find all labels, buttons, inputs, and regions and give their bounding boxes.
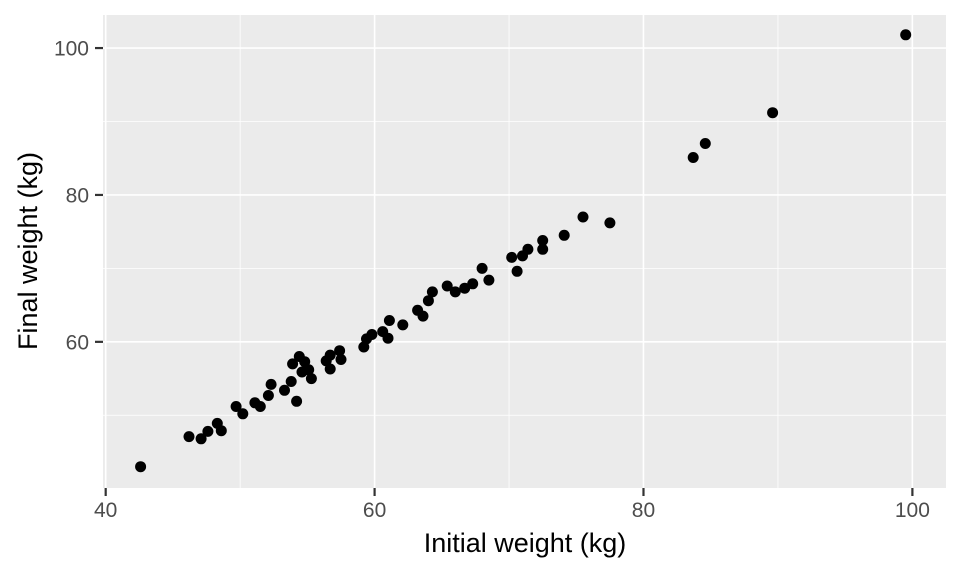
data-point [215, 425, 227, 437]
data-point [135, 461, 147, 473]
data-point [511, 265, 523, 277]
y-tick-label: 60 [66, 331, 89, 354]
data-point [324, 363, 336, 375]
grid-major [103, 15, 946, 488]
x-tick-label: 40 [94, 499, 117, 522]
data-point [604, 217, 616, 229]
x-axis-title: Initial weight (kg) [424, 528, 627, 558]
y-tick-label: 100 [54, 38, 89, 61]
data-point [467, 278, 479, 290]
data-point [558, 229, 570, 241]
data-point [397, 319, 409, 331]
y-tick-label: 80 [66, 184, 89, 207]
data-point [287, 358, 299, 370]
data-point [900, 29, 912, 41]
data-points [135, 29, 912, 473]
data-point [506, 251, 518, 263]
data-point [522, 243, 534, 255]
x-tick-label: 80 [632, 499, 655, 522]
data-point [305, 373, 317, 385]
data-point [303, 364, 315, 376]
data-point [422, 295, 434, 307]
data-point [262, 390, 274, 401]
data-point [459, 282, 471, 294]
data-point [417, 310, 429, 322]
data-point [537, 243, 549, 255]
data-point [366, 329, 378, 340]
data-point [324, 349, 336, 361]
data-point [254, 401, 266, 412]
data-point [383, 315, 395, 326]
x-axis-tick-labels: 40 60 80 100 [94, 499, 930, 522]
data-point [202, 425, 214, 437]
data-point [449, 286, 461, 298]
data-point [237, 408, 249, 420]
data-point [334, 345, 346, 357]
data-point [195, 433, 207, 445]
data-point [335, 354, 347, 365]
data-point [537, 235, 549, 246]
data-point [230, 401, 242, 412]
data-point [699, 138, 711, 149]
data-point [426, 286, 438, 298]
data-point [441, 280, 453, 292]
x-tick-label: 100 [895, 499, 930, 522]
x-tick-label: 60 [363, 499, 386, 522]
data-point [382, 332, 394, 344]
data-point [265, 378, 277, 390]
y-axis-tick-labels: 60 80 100 [54, 38, 89, 355]
axis-tick-marks [95, 46, 914, 496]
data-point [183, 431, 195, 443]
y-axis-title: Final weight (kg) [13, 152, 43, 350]
data-point [483, 274, 495, 286]
data-point [476, 262, 488, 274]
data-point [687, 152, 699, 163]
data-point [767, 107, 779, 119]
data-point [285, 376, 297, 387]
data-point [577, 211, 589, 223]
data-point [279, 384, 290, 396]
data-point [291, 395, 303, 407]
